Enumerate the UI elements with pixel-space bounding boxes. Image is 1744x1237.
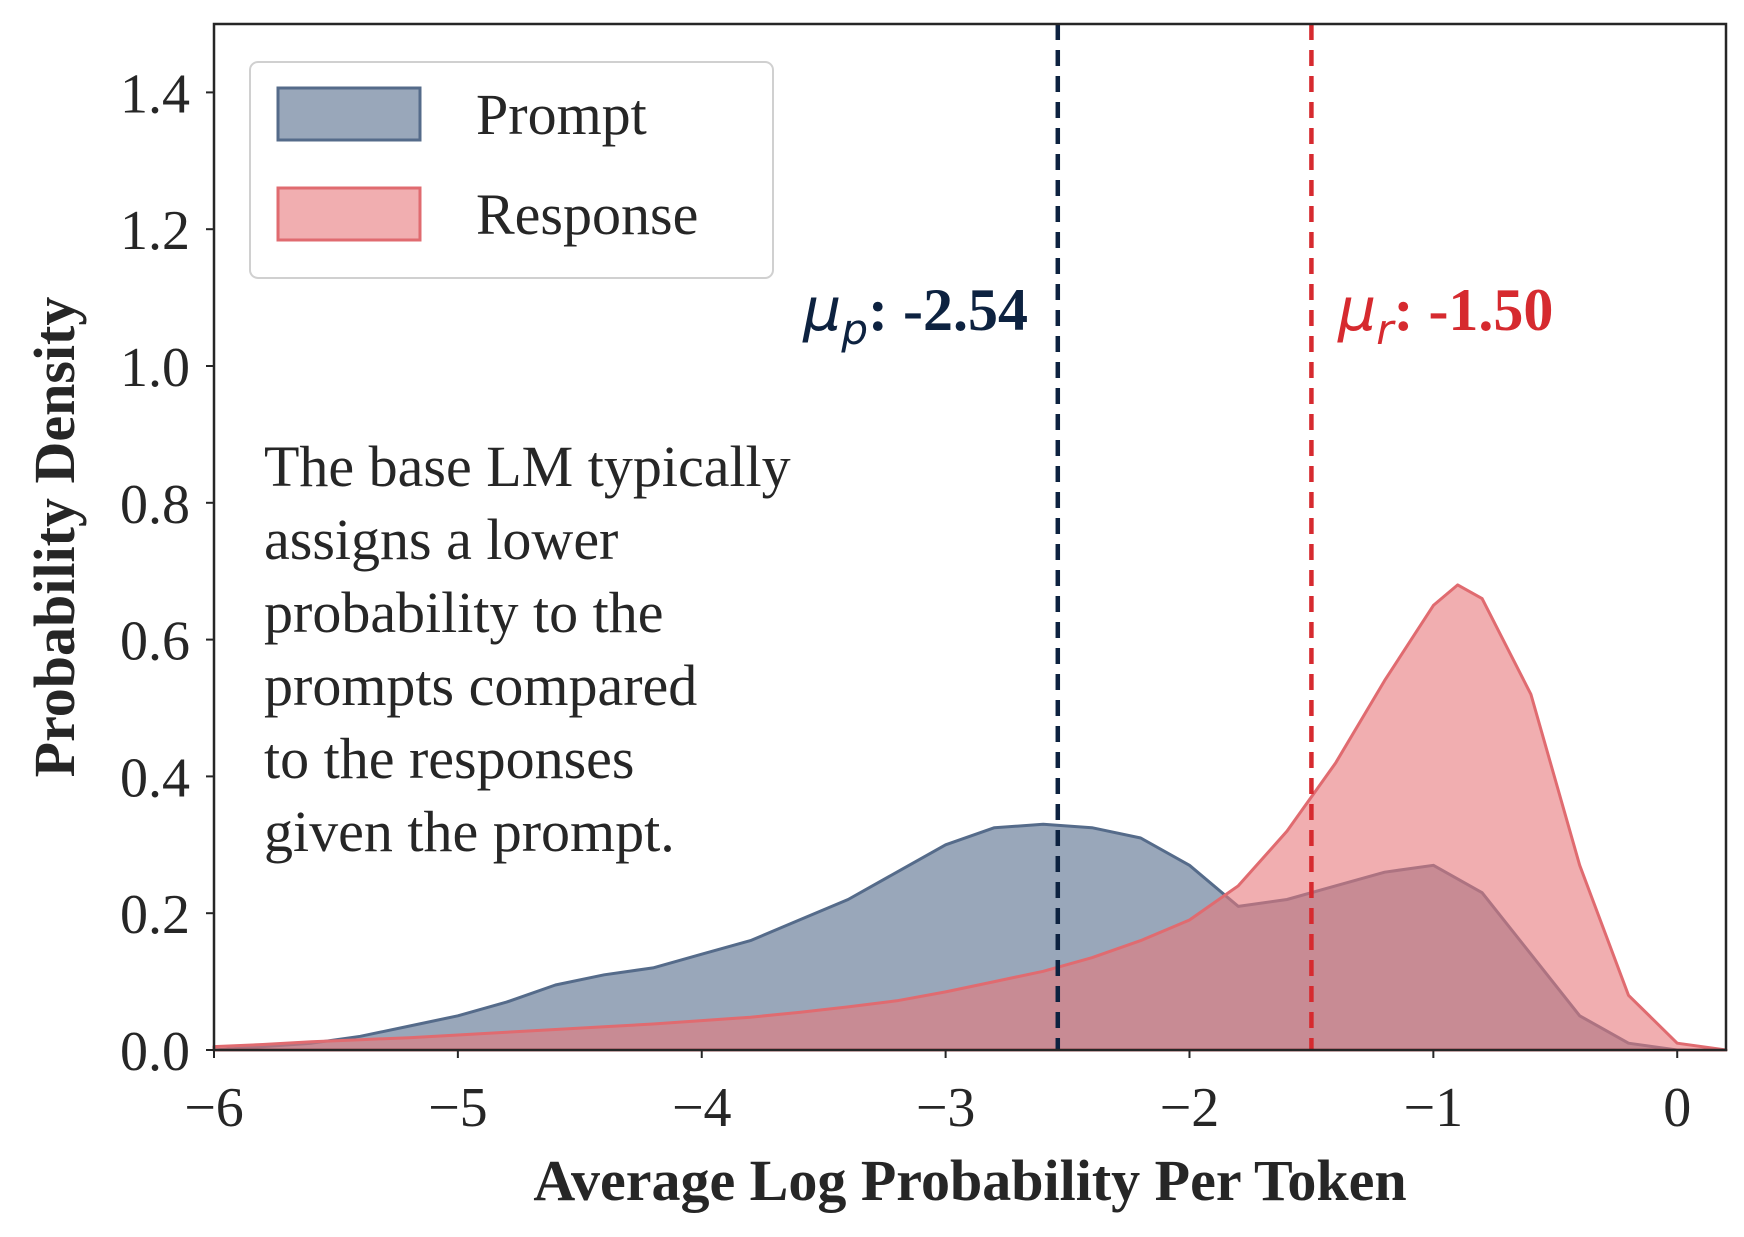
legend-label-response: Response <box>476 182 698 247</box>
annotation-line: probability to the <box>264 580 664 645</box>
mean-labels: μp: -2.54 μr: -1.50 <box>802 275 1553 354</box>
legend-swatch-response <box>276 186 422 242</box>
x-tick-label: −4 <box>672 1077 732 1139</box>
density-area-response <box>212 583 1728 1052</box>
response-mu-subscript: r <box>1376 305 1396 354</box>
y-tick-label: 0.0 <box>120 1021 190 1083</box>
y-tick-label: 1.0 <box>120 337 190 399</box>
y-axis-title: Probability Density <box>22 297 87 778</box>
prompt-mean-label: μp: -2.54 <box>802 275 1028 354</box>
x-tick-label: −6 <box>184 1077 244 1139</box>
response-mean-label: μr: -1.50 <box>1337 275 1553 354</box>
x-tick-label: −5 <box>428 1077 488 1139</box>
plot-frame <box>212 22 1728 1052</box>
mean-lines <box>1055 24 1314 1050</box>
prompt-mu-symbol: μ <box>802 275 841 345</box>
y-tick-label: 0.8 <box>120 474 190 536</box>
prompt-mu-subscript: p <box>840 305 868 354</box>
x-tick-label: −1 <box>1404 1077 1464 1139</box>
legend-swatch-prompt <box>276 86 422 142</box>
y-tick-label: 1.2 <box>120 200 190 262</box>
x-tick-label: 0 <box>1663 1077 1691 1139</box>
y-tick-label: 0.2 <box>120 884 190 946</box>
annotation-line: given the prompt. <box>264 799 675 864</box>
annotation-line: The base LM typically <box>264 434 791 499</box>
x-axis-ticks: −6 −5 −4 −3 −2 −1 0 <box>184 1050 1691 1139</box>
response-mean-value: : -1.50 <box>1393 277 1553 343</box>
x-tick-label: −2 <box>1160 1077 1220 1139</box>
legend: Prompt Response <box>249 61 774 279</box>
annotation-line: to the responses <box>264 726 635 791</box>
y-tick-label: 1.4 <box>120 63 190 125</box>
annotation-line: assigns a lower <box>264 507 618 572</box>
y-tick-label: 0.6 <box>120 611 190 673</box>
annotation-text: The base LM typically assigns a lower pr… <box>264 434 791 864</box>
y-tick-label: 0.4 <box>120 747 190 809</box>
legend-label-prompt: Prompt <box>476 82 647 147</box>
response-mu-symbol: μ <box>1337 275 1376 345</box>
x-tick-label: −3 <box>916 1077 976 1139</box>
y-axis-ticks: 0.0 0.2 0.4 0.6 0.8 1.0 1.2 1.4 <box>120 63 214 1083</box>
density-areas <box>212 583 1728 1052</box>
x-axis-title: Average Log Probability Per Token <box>533 1148 1406 1213</box>
prompt-mean-value: : -2.54 <box>868 277 1028 343</box>
annotation-line: prompts compared <box>264 653 697 718</box>
